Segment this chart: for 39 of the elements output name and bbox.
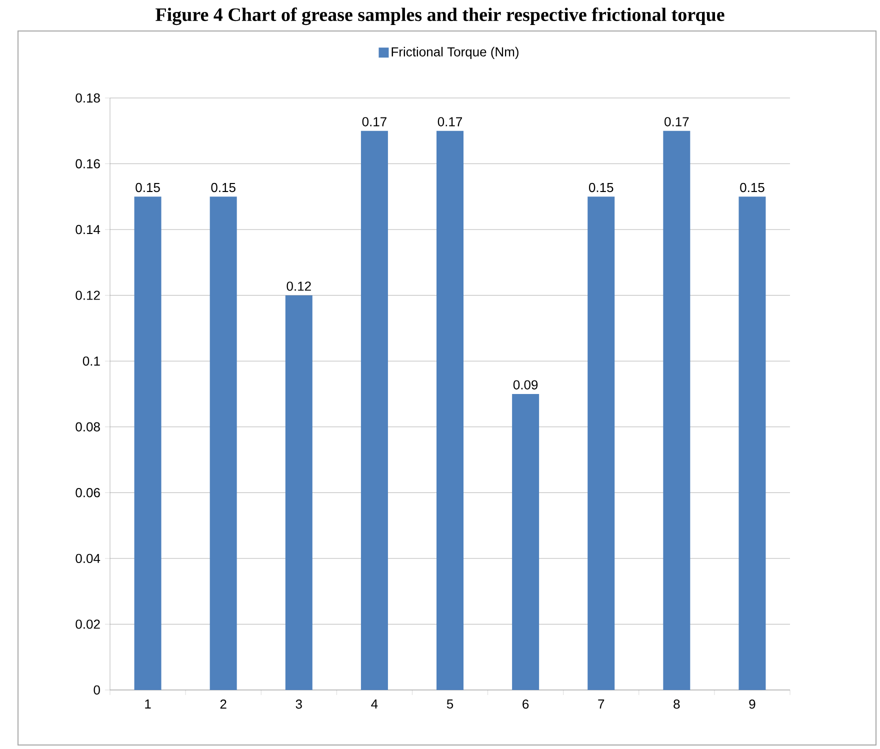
x-tick-label: 2 (220, 700, 226, 709)
bar (210, 196, 237, 690)
bar (134, 196, 162, 690)
chart-title: Figure 4 Chart of grease samples and their respective frictional torque (156, 8, 724, 26)
bar (663, 130, 690, 690)
y-tick-label: 0.02 (76, 620, 100, 629)
data-label: 0.15 (136, 182, 160, 192)
y-tick-label: 0.12 (76, 290, 100, 300)
bar (436, 130, 464, 690)
y-tick-label: 0.16 (76, 159, 100, 168)
bar (738, 196, 766, 690)
bar (512, 394, 540, 690)
y-tick-label: 0 (94, 685, 100, 695)
y-tick-label: 0.1 (82, 356, 100, 366)
x-tick-label: 3 (296, 700, 302, 709)
x-tick-label: 6 (522, 700, 529, 709)
y-tick-label: 0.08 (76, 422, 100, 432)
y-tick-label: 0.06 (76, 488, 100, 498)
x-tick-label: 1 (145, 700, 151, 708)
data-label: 0.09 (513, 380, 538, 390)
bar (588, 196, 615, 690)
y-tick-label: 0.04 (76, 554, 100, 564)
data-label: 0.17 (664, 117, 689, 126)
legend-label: Frictional Torque (Nm) (392, 46, 518, 60)
x-tick-label: 5 (446, 700, 454, 709)
data-label: 0.17 (438, 117, 462, 126)
y-tick-label: 0.18 (76, 93, 100, 103)
data-label: 0.17 (362, 117, 386, 126)
bar (285, 295, 312, 690)
x-tick-label: 9 (749, 700, 756, 709)
x-tick-label: 4 (371, 700, 378, 708)
bar (360, 130, 388, 690)
data-label: 0.15 (588, 182, 614, 192)
x-tick-label: 7 (598, 700, 604, 708)
data-label: 0.15 (740, 182, 764, 192)
y-tick-label: 0.14 (76, 224, 100, 234)
x-tick-label: 8 (674, 700, 680, 709)
data-label: 0.12 (286, 282, 311, 291)
data-label: 0.15 (211, 182, 236, 192)
